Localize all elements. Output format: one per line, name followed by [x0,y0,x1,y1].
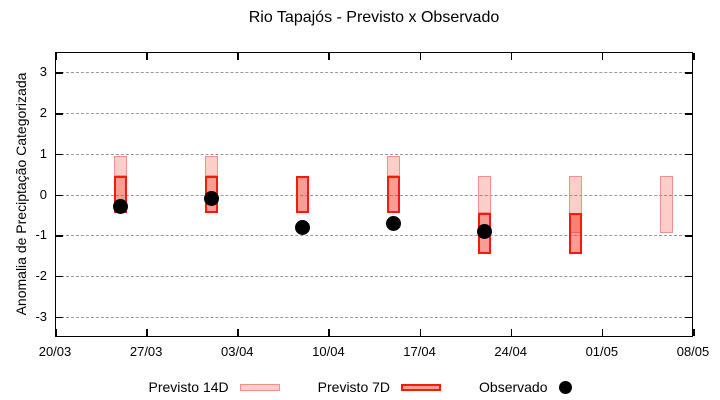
xtick-label-24/04: 24/04 [494,344,527,359]
previsto-14d-bar-15/04 [387,155,401,177]
legend-label-observado: Observado [479,379,548,395]
ytick-right-1 [685,153,692,156]
xtick-bottom-10/04 [328,329,330,336]
xtick-bottom-03/04 [237,329,239,336]
ytick-left-2 [56,113,63,115]
xtick-bottom-27/03 [146,329,148,336]
observado-dot-icon [558,380,572,394]
xtick-label-01/05: 01/05 [585,344,619,359]
previsto-14d-bar-22/04 [478,176,492,213]
xtick-top-01/05 [601,53,604,60]
xtick-label-20/03: 20/03 [38,344,72,359]
ytick-right-0 [685,194,692,196]
previsto-14d-swatch-icon [239,383,280,391]
legend-label-previsto-7d: Previsto 7D [317,379,391,395]
previsto-7d-bar-15/04 [387,176,401,213]
previsto-7d-bar-29/04 [569,212,583,254]
xtick-label-03/04: 03/04 [221,344,254,359]
xtick-bottom-20/03 [55,329,57,336]
gridline-y--3 [56,316,692,318]
chart-title: Rio Tapajós - Previsto x Observado [248,9,500,26]
ytick-left--1 [56,235,63,237]
ytick-label-2: 2 [39,105,47,121]
observado-dot-15/04 [386,215,402,231]
ytick-label-1: 1 [39,145,47,161]
xtick-bottom-24/04 [510,329,513,336]
ytick-label-0: 0 [39,186,47,202]
legend-item-previsto-7d: Previsto 7D [317,379,442,395]
xtick-label-08/05: 08/05 [676,344,710,359]
gridline-y--2 [56,275,692,277]
gridline-y-1 [56,153,692,155]
ytick-label--2: -2 [35,267,47,283]
previsto-14d-bar-25/03 [113,155,127,177]
xtick-bottom-08/05 [693,329,695,336]
legend-item-previsto-14d: Previsto 14D [149,379,280,395]
ytick-label--1: -1 [35,227,47,243]
xtick-label-17/04: 17/04 [403,344,436,359]
legend: Previsto 14D Previsto 7D Observado [0,377,720,397]
observado-dot-22/04 [477,223,493,239]
xtick-top-20/03 [55,53,57,60]
xtick-top-27/03 [146,53,148,60]
gridline-y-3 [56,72,692,74]
observado-dot-25/03 [112,199,128,215]
xtick-top-08/05 [693,53,695,60]
ytick-right--2 [685,275,692,278]
ytick-right--1 [685,235,692,237]
observado-dot-01/04 [203,191,219,207]
previsto-14d-bar-01/04 [204,155,218,177]
xtick-label-27/03: 27/03 [129,344,163,359]
ytick-right-3 [685,72,692,74]
gridline-y--1 [56,235,692,237]
gridline-y-0 [56,194,692,196]
xtick-bottom-17/04 [419,329,422,336]
ytick-label-3: 3 [39,64,47,80]
ytick-left-0 [56,194,63,196]
xtick-top-17/04 [419,53,422,60]
gridline-y-2 [56,113,692,115]
plot-area [55,52,693,337]
xtick-top-03/04 [237,53,239,60]
ytick-label--3: -3 [35,308,47,324]
ytick-left-1 [56,153,63,156]
previsto-7d-swatch-icon [401,383,442,391]
ytick-right-2 [685,113,692,115]
ytick-left-3 [56,72,63,74]
ytick-left--2 [56,275,63,278]
ytick-left--3 [56,316,63,319]
previsto-7d-bar-08/04 [295,176,309,213]
previsto-14d-bar-29/04 [569,176,583,234]
previsto-14d-bar-06/05 [660,176,674,234]
xtick-bottom-01/05 [601,329,604,336]
ytick-right--3 [685,316,692,319]
xtick-top-24/04 [510,53,513,60]
xtick-top-10/04 [328,53,330,60]
legend-item-observado: Observado [479,379,572,395]
legend-label-previsto-14d: Previsto 14D [148,379,229,395]
xtick-label-10/04: 10/04 [312,344,345,359]
observado-dot-08/04 [294,219,310,235]
